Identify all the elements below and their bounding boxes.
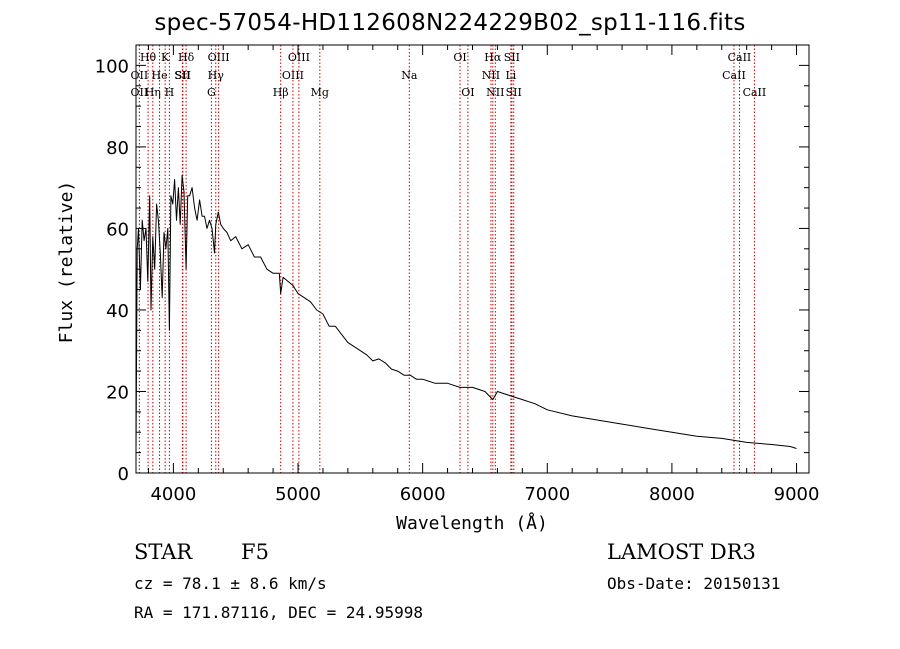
y-axis-label: Flux (relative) <box>56 181 77 344</box>
y-tick-label-3: 60 <box>106 219 129 240</box>
line-label-26: CaII <box>722 69 746 82</box>
plot-frame <box>135 44 810 474</box>
line-label-21: Hα <box>484 51 502 64</box>
coordinates-text: RA = 171.87116, DEC = 24.95998 <box>134 603 423 622</box>
line-label-12: OIII <box>208 51 230 64</box>
line-label-18: OI <box>453 51 466 64</box>
redshift-text: cz = 78.1 ± 8.6 km/s <box>134 574 327 593</box>
line-label-24: Li <box>505 69 516 82</box>
y-axis: 0 20 40 60 80 100 <box>95 56 809 485</box>
line-label-15: OIII <box>288 51 310 64</box>
y-tick-label-0: 0 <box>118 464 129 485</box>
line-label-6: H <box>165 86 175 99</box>
series-group <box>135 174 797 453</box>
line-label-1: OII <box>131 69 149 82</box>
line-label-22: NII <box>486 86 504 99</box>
line-label-4: He <box>152 69 168 82</box>
line-label-11: Hγ <box>208 69 225 82</box>
y-tick-label-1: 20 <box>106 382 129 403</box>
x-tick-label-0: 4000 <box>150 484 196 505</box>
line-label-16: Mg <box>311 86 329 99</box>
line-label-8: Hδ <box>178 51 195 64</box>
line-label-28: CaII <box>743 86 767 99</box>
series-line-0 <box>135 174 797 453</box>
survey-label: LAMOST DR3 <box>607 540 756 564</box>
line-label-7: SII <box>174 69 190 82</box>
y-tick-label-5: 100 <box>95 56 129 77</box>
line-label-5: K <box>161 51 170 64</box>
class-label: STAR <box>134 540 193 564</box>
line-label-25: SII <box>506 86 522 99</box>
x-axis: 4000 5000 6000 7000 8000 9000 <box>147 45 820 505</box>
x-tick-label-2: 6000 <box>400 484 446 505</box>
subclass-label: F5 <box>241 540 269 564</box>
y-tick-label-4: 80 <box>106 138 129 159</box>
spectral-line-markers <box>138 45 755 473</box>
line-label-9: SII <box>175 69 191 82</box>
y-tick-label-2: 40 <box>106 301 129 322</box>
x-tick-label-1: 5000 <box>275 484 321 505</box>
line-label-2: OII <box>131 86 149 99</box>
obs-date-text: Obs-Date: 20150131 <box>607 574 781 593</box>
line-label-14: OIII <box>282 69 304 82</box>
spectral-line-labels: HθOIIOIIHηHeKHSIIHδSIIGHγOIIIHβOIIIOIIIM… <box>131 51 767 99</box>
chart-title: spec-57054-HD112608N224229B02_sp11-116.f… <box>154 10 746 36</box>
line-label-19: OI <box>461 86 474 99</box>
line-label-10: G <box>207 86 216 99</box>
x-tick-label-4: 8000 <box>649 484 695 505</box>
x-tick-label-5: 9000 <box>774 484 820 505</box>
line-label-0: Hθ <box>140 51 157 64</box>
line-label-20: NII <box>482 69 500 82</box>
line-label-13: Hβ <box>273 86 289 99</box>
line-label-17: Na <box>401 69 418 82</box>
line-label-3: Hη <box>145 86 161 99</box>
line-label-27: CaII <box>728 51 752 64</box>
x-axis-label: Wavelength (Å) <box>396 512 548 534</box>
x-tick-label-3: 7000 <box>524 484 570 505</box>
line-label-23: SII <box>504 51 520 64</box>
